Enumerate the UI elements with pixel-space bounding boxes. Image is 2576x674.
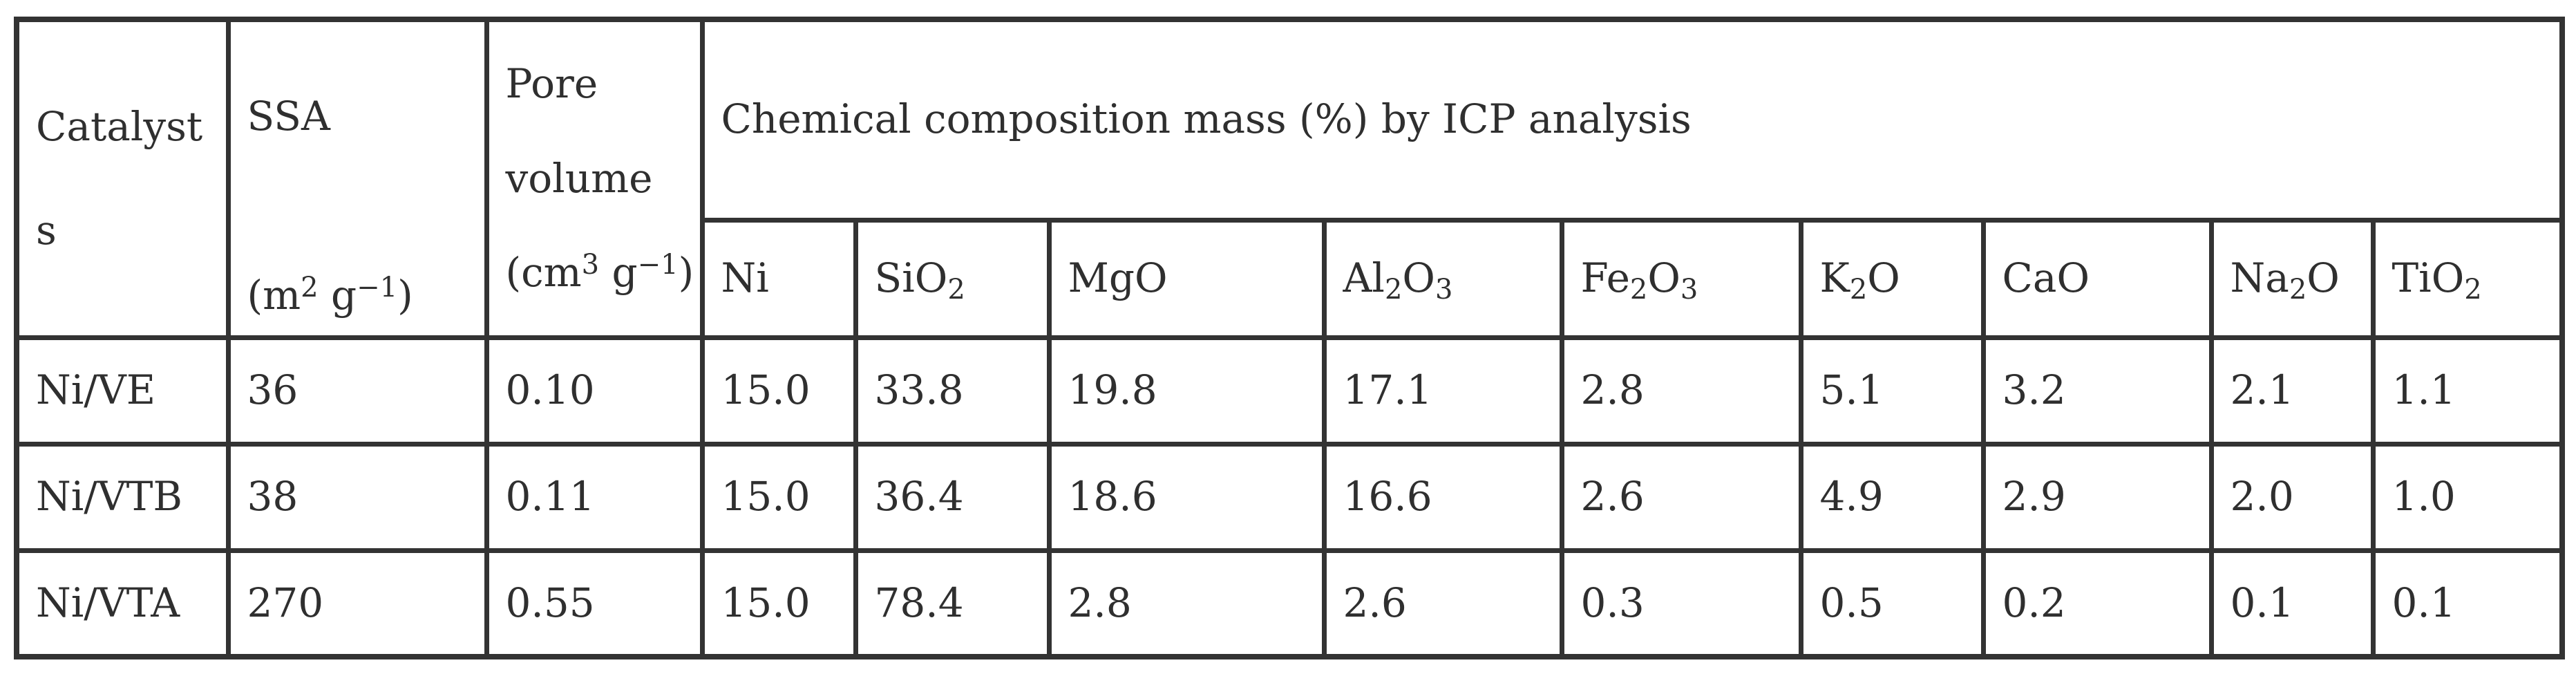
table-body: Ni/VE 36 0.10 15.0 33.8 19.8 17.1 2.8 5.1 3.2 2.1 1… [14,335,2565,659]
header-component-mgo: MgO [1046,217,1327,340]
component-label: K2O [1819,254,1900,306]
composition-cell-fe2o3: 0.3 [1559,547,1803,659]
composition-cell-ni: 15.0 [699,441,858,553]
composition-cell-ni: 15.0 [699,547,858,659]
header-ssa-label: SSA [247,92,330,140]
ssa-cell: 270 [225,547,489,659]
composition-cell-na2o: 0.1 [2208,547,2376,659]
component-label: Al2O3 [1343,254,1453,306]
composition-cell-al2o3: 17.1 [1321,335,1564,447]
header-component-al2o3: Al2O3 [1321,217,1564,340]
composition-cell-sio2: 78.4 [853,547,1052,659]
composition-cell-tio2: 1.1 [2370,335,2565,447]
composition-cell-tio2: 0.1 [2370,547,2565,659]
pore-volume-cell: 0.11 [484,441,705,553]
composition-table-container: Catalyst s SSA (m2 g−1) Pore volume (cm3… [14,17,2566,659]
table-row: Ni/VE 36 0.10 15.0 33.8 19.8 17.1 2.8 5.1 3.2 2.1 1… [14,335,2565,447]
header-row-components: Ni SiO2 MgO Al2O3 Fe2O3 K2O CaO Na2O TiO2 [17,217,2565,340]
header-pore-line2: volume [505,155,653,203]
composition-cell-tio2: 1.0 [2370,441,2565,553]
composition-cell-k2o: 0.5 [1798,547,1986,659]
component-label: Na2O [2230,254,2340,306]
composition-cell-mgo: 2.8 [1046,547,1327,659]
header-component-cao: CaO [1980,217,2214,340]
header-pore-line1: Pore [505,59,598,107]
component-label: Ni [721,254,769,302]
pore-volume-cell: 0.55 [484,547,705,659]
catalyst-composition-table: Catalyst s SSA (m2 g−1) Pore volume (cm3… [14,17,2566,659]
header-pore-unit: (cm3 g−1) [505,249,694,297]
header-pore-volume: Pore volume (cm3 g−1) [484,17,705,340]
composition-cell-k2o: 4.9 [1798,441,1986,553]
header-catalysts-line1: Catalyst [36,103,203,151]
header-component-ni: Ni [699,217,858,340]
ssa-cell: 36 [225,335,489,447]
component-label: SiO2 [874,254,965,306]
header-row-1: Catalyst s SSA (m2 g−1) Pore volume (cm3… [14,17,2565,340]
component-label: CaO [2002,254,2090,302]
header-catalysts-line2: s [36,207,57,254]
composition-cell-na2o: 2.1 [2208,335,2376,447]
composition-cell-ni: 15.0 [699,335,858,447]
ssa-cell: 38 [225,441,489,553]
composition-cell-mgo: 18.6 [1046,441,1327,553]
header-chemical-composition: Chemical composition mass (%) by ICP ana… [699,17,2565,223]
composition-cell-al2o3: 2.6 [1321,547,1564,659]
composition-cell-cao: 0.2 [1980,547,2214,659]
catalyst-cell: Ni/VTB [14,441,231,553]
composition-cell-na2o: 2.0 [2208,441,2376,553]
composition-cell-fe2o3: 2.6 [1559,441,1803,553]
header-component-k2o: K2O [1798,217,1986,340]
composition-cell-sio2: 33.8 [853,335,1052,447]
table-row: Ni/VTA 270 0.55 15.0 78.4 2.8 2.6 0.3 0.5 0.2 0.1 0… [14,547,2565,659]
composition-cell-cao: 3.2 [1980,335,2214,447]
header-ssa-unit: (m2 g−1) [247,272,413,319]
component-label: TiO2 [2392,254,2482,306]
composition-cell-al2o3: 16.6 [1321,441,1564,553]
composition-cell-fe2o3: 2.8 [1559,335,1803,447]
header-ssa: SSA (m2 g−1) [225,17,489,340]
header-catalysts: Catalyst s [14,17,231,340]
header-component-fe2o3: Fe2O3 [1559,217,1803,340]
header-component-tio2: TiO2 [2370,217,2565,340]
composition-cell-cao: 2.9 [1980,441,2214,553]
composition-cell-k2o: 5.1 [1798,335,1986,447]
composition-cell-mgo: 19.8 [1046,335,1327,447]
header-component-sio2: SiO2 [853,217,1052,340]
catalyst-cell: Ni/VTA [14,547,231,659]
catalyst-cell: Ni/VE [14,335,231,447]
table-row: Ni/VTB 38 0.11 15.0 36.4 18.6 16.6 2.6 4.9 2.9 2.0… [14,441,2565,553]
pore-volume-cell: 0.10 [484,335,705,447]
component-label: Fe2O3 [1580,254,1698,306]
component-label: MgO [1068,254,1168,302]
composition-cell-sio2: 36.4 [853,441,1052,553]
header-component-na2o: Na2O [2208,217,2376,340]
